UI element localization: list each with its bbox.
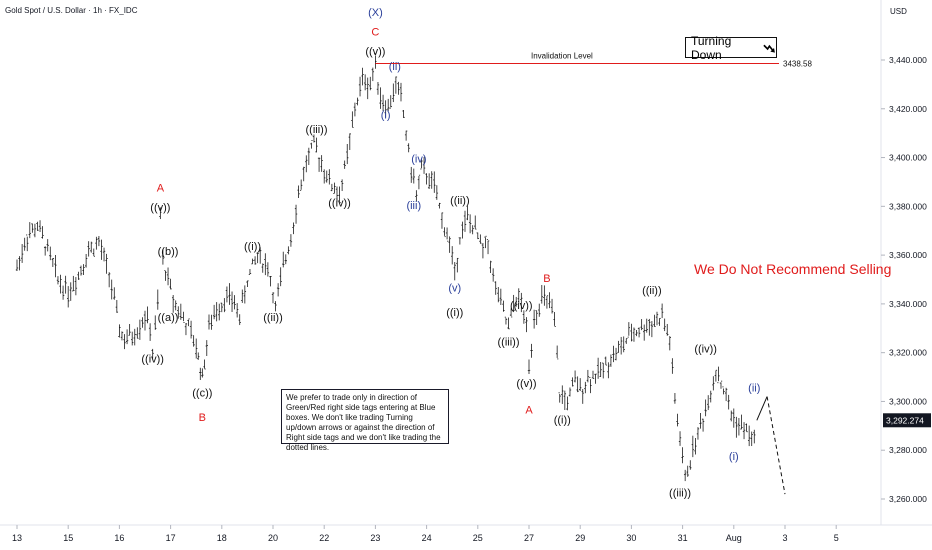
- wave-label: ((iii)): [306, 124, 328, 136]
- wave-label: ((ii)): [263, 312, 283, 324]
- wave-label: (i): [381, 110, 391, 122]
- invalidation-price-label: 3438.58: [783, 59, 812, 68]
- wave-label: ((b)): [158, 246, 179, 258]
- turning-down-box: Turning Down: [685, 34, 777, 62]
- wave-label: ((iv)): [694, 344, 717, 356]
- currency-label: USD: [890, 7, 907, 16]
- time-tick-label: 5: [834, 533, 839, 543]
- wave-label: ((iii)): [498, 336, 520, 348]
- time-tick-label: 13: [12, 533, 22, 543]
- wave-label: ((v)): [150, 202, 170, 214]
- wave-label: (v): [448, 283, 461, 295]
- price-axis-panel: [881, 0, 932, 525]
- invalidation-label: Invalidation Level: [531, 51, 593, 60]
- wave-label: A: [525, 405, 533, 417]
- wave-label: (i): [729, 451, 739, 463]
- wave-label: (ii): [389, 61, 401, 73]
- price-tick-label: 3,280.000: [889, 445, 927, 455]
- wave-label: ((i)): [244, 241, 261, 253]
- price-tick-label: 3,380.000: [889, 201, 927, 211]
- projection-dotted-line: [766, 396, 786, 495]
- recommendation-text: We Do Not Recommend Selling: [694, 261, 891, 277]
- time-tick-label: 31: [678, 533, 688, 543]
- wave-label: B: [199, 412, 206, 424]
- wave-label: A: [157, 183, 165, 195]
- time-tick-label: 29: [575, 533, 585, 543]
- wave-label: ((iv)): [510, 300, 533, 312]
- wave-label: ((i)): [554, 414, 571, 426]
- time-tick-label: 23: [370, 533, 380, 543]
- time-tick-label: 3: [782, 533, 787, 543]
- wave-label: ((ii)): [450, 195, 470, 207]
- time-tick-label: 17: [166, 533, 176, 543]
- time-tick-label: 20: [268, 533, 278, 543]
- price-tick-label: 3,420.000: [889, 104, 927, 114]
- price-tick-label: 3,440.000: [889, 55, 927, 65]
- trading-note: We prefer to trade only in direction of …: [281, 389, 449, 452]
- wave-label: (iv): [411, 153, 426, 165]
- wave-label: ((iv)): [328, 197, 351, 209]
- time-tick-label: 22: [319, 533, 329, 543]
- wave-label: ((i)): [446, 307, 463, 319]
- time-axis[interactable]: 13 15 16 17 18 20 22 23 24 25 27 29 30 31 Aug 3 5: [12, 525, 839, 543]
- wave-label: (iii): [406, 200, 421, 212]
- price-tick-label: 3,360.000: [889, 250, 927, 260]
- wave-label: ((ii)): [642, 285, 662, 297]
- projection-line: [756, 396, 768, 421]
- time-tick-label: 24: [422, 533, 432, 543]
- arrow-down-right-icon: [763, 44, 776, 53]
- price-tick-label: 3,260.000: [889, 494, 927, 504]
- turning-down-label: Turning Down: [691, 33, 732, 62]
- wave-label: ((a)): [158, 312, 179, 324]
- price-tick-label: 3,400.000: [889, 153, 927, 163]
- wave-label: C: [371, 27, 379, 39]
- time-tick-label: 27: [524, 533, 534, 543]
- trading-note-text: We prefer to trade only in direction of …: [286, 393, 441, 452]
- wave-label: (ii): [748, 383, 760, 395]
- wave-label: (X): [368, 7, 383, 19]
- wave-label: ((v)): [516, 378, 536, 390]
- time-tick-label: 15: [63, 533, 73, 543]
- wave-label: ((c)): [192, 388, 212, 400]
- chart-title: Gold Spot / U.S. Dollar · 1h · FX_IDC: [5, 6, 138, 15]
- time-tick-label: 25: [473, 533, 483, 543]
- time-tick-label: 18: [217, 533, 227, 543]
- last-price-label: 3,292.274: [886, 415, 924, 425]
- wave-labels: (X) C ((v)) (ii) (i) ((iii)) ((iv)) (iv) (iii) ((…: [141, 7, 760, 499]
- time-tick-label: 16: [114, 533, 124, 543]
- price-axis[interactable]: 3,260.000 3,280.000 3,300.000 3,320.000 3,34…: [881, 55, 927, 504]
- price-tick-label: 3,300.000: [889, 396, 927, 406]
- wave-label: ((v)): [365, 46, 385, 58]
- last-price-tag: [883, 413, 931, 428]
- wave-label: B: [543, 273, 550, 285]
- time-tick-label: Aug: [726, 533, 742, 543]
- price-tick-label: 3,320.000: [889, 348, 927, 358]
- wave-label: ((iv)): [141, 353, 164, 365]
- price-series: [15, 53, 756, 482]
- wave-label: ((iii)): [669, 488, 691, 500]
- time-tick-label: 30: [626, 533, 636, 543]
- price-tick-label: 3,340.000: [889, 299, 927, 309]
